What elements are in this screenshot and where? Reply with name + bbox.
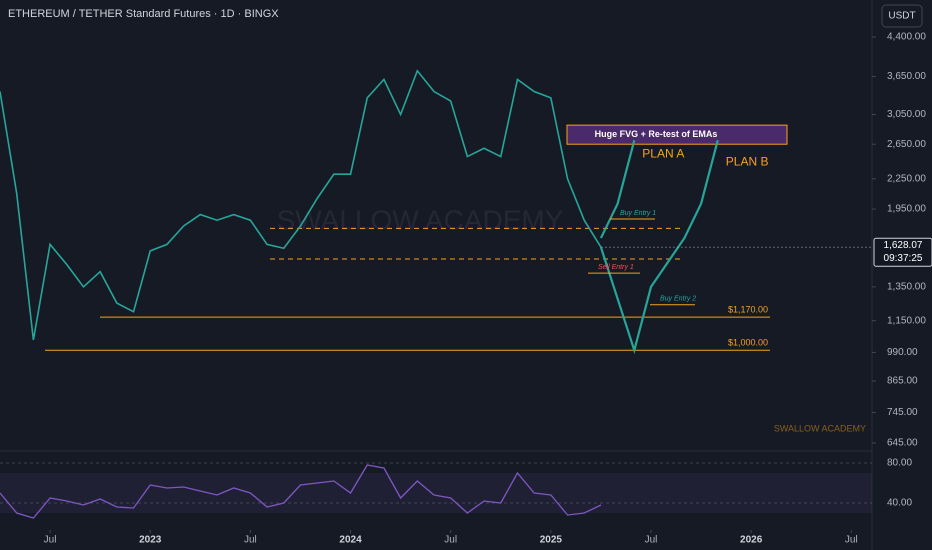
x-tick-label: Jul xyxy=(645,535,658,546)
x-tick-label: Jul xyxy=(444,535,457,546)
y-tick-label: 3,050.00 xyxy=(887,109,926,120)
current-price: 1,628.07 xyxy=(884,240,923,251)
x-tick-label: Jul xyxy=(845,535,858,546)
entry-label: Buy Entry 1 xyxy=(620,210,656,217)
y-tick-label: 2,650.00 xyxy=(887,139,926,150)
level-label: $1,170.00 xyxy=(728,304,768,314)
y-tick-label: 4,400.00 xyxy=(887,32,926,43)
x-tick-label: 2023 xyxy=(139,535,162,546)
plan-line xyxy=(599,139,719,355)
y-tick-label: 1,350.00 xyxy=(887,281,926,292)
currency-label[interactable]: USDT xyxy=(888,11,915,22)
current-tag xyxy=(873,237,932,267)
plan-line xyxy=(599,139,636,239)
y-tick-label: 1,950.00 xyxy=(887,204,926,215)
y-tick-label: 745.00 xyxy=(887,407,918,418)
fvg-box xyxy=(566,124,788,145)
y-tick-label: 990.00 xyxy=(887,347,918,358)
countdown: 09:37:25 xyxy=(884,253,923,264)
level-label: $1,000.00 xyxy=(728,338,768,348)
x-tick-label: 2024 xyxy=(339,535,362,546)
watermark-small: SWALLOW ACADEMY xyxy=(774,423,866,433)
x-tick-label: 2025 xyxy=(540,535,563,546)
x-tick-label: Jul xyxy=(44,535,57,546)
y-tick-label: 865.00 xyxy=(887,376,918,387)
fvg-label: Huge FVG + Re-test of EMAs xyxy=(595,129,718,139)
entry-label: Buy Entry 2 xyxy=(660,296,696,303)
plan-label: PLAN B xyxy=(726,154,769,168)
rsi-tick-label: 40.00 xyxy=(887,498,912,509)
y-tick-label: 645.00 xyxy=(887,438,918,449)
x-tick-label: 2026 xyxy=(740,535,763,546)
y-tick-label: 1,150.00 xyxy=(887,315,926,326)
watermark: SWALLOW ACADEMY xyxy=(277,204,564,235)
y-tick-label: 2,250.00 xyxy=(887,173,926,184)
entry-label: Sell Entry 1 xyxy=(598,264,634,271)
price-line xyxy=(0,69,602,341)
plan-label: PLAN A xyxy=(642,146,684,160)
currency-button[interactable] xyxy=(881,4,923,28)
rsi-line xyxy=(0,464,602,519)
x-tick-label: Jul xyxy=(244,535,257,546)
rsi-band xyxy=(0,473,872,513)
y-tick-label: 3,650.00 xyxy=(887,71,926,82)
chart-title: ETHEREUM / TETHER Standard Futures · 1D … xyxy=(8,8,279,20)
rsi-tick-label: 80.00 xyxy=(887,458,912,469)
